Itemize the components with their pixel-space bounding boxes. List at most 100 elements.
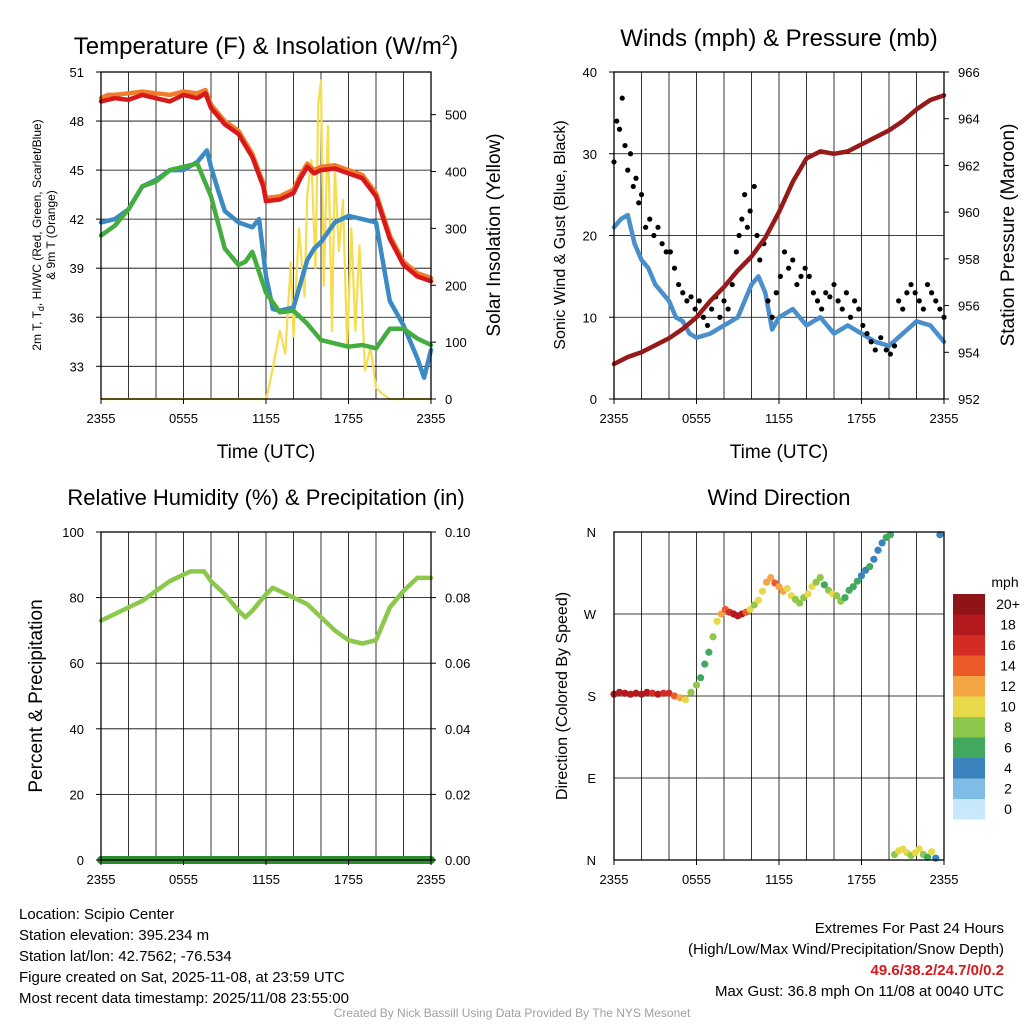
colorbar-swatch [953, 758, 985, 779]
gust-point [786, 265, 792, 271]
x-tick-label: 2355 [930, 411, 959, 426]
gust-point [883, 347, 889, 353]
direction-point [701, 660, 709, 668]
x-tick-label: 1155 [765, 872, 793, 887]
gust-point [736, 232, 742, 239]
gust-point [929, 290, 935, 296]
direction-y-left-ticks: N E S W N [584, 525, 597, 868]
colorbar-swatch [953, 696, 985, 717]
gust-point [667, 249, 673, 255]
y-right-tick-label: 960 [958, 205, 980, 220]
direction-point [705, 648, 713, 656]
credit-text: Created By Nick Bassill Using Data Provi… [333, 1006, 691, 1020]
gust-point [814, 298, 821, 304]
direction-point [928, 848, 936, 856]
wind-chill-line [98, 161, 434, 351]
sonic-wind-line [611, 212, 947, 349]
gust-point [688, 294, 694, 300]
gust-point [810, 290, 816, 296]
winds-y-right-ticks: 952 954 956 958 960 962 964 966 [944, 65, 980, 407]
y-right-tick-label: 964 [958, 112, 980, 127]
2m-temperature-line [98, 91, 434, 284]
temperature-y-left-label: 2m T, Td, HI/WC (Red, Green, Scarlet/Blu… [30, 119, 46, 350]
y-tick-label: 30 [583, 147, 597, 162]
direction-point [853, 577, 861, 585]
direction-point [654, 690, 662, 698]
gust-point [680, 290, 686, 296]
direction-point [697, 674, 705, 682]
y-right-tick-label: 0.10 [445, 525, 470, 540]
y-tick-label: 40 [70, 722, 84, 737]
winds-x-ticks: 2355 0555 1155 1755 2355 [600, 399, 959, 426]
direction-point [866, 563, 874, 571]
x-tick-label: 1755 [334, 411, 363, 426]
gust-point [933, 298, 939, 304]
gust-point [912, 290, 918, 296]
winds-x-label: Time (UTC) [730, 442, 829, 463]
direction-y-left-label: Direction (Colored By Speed) [554, 592, 571, 800]
gust-point [671, 265, 678, 271]
gust-point [614, 118, 620, 124]
x-tick-label: 0555 [682, 411, 711, 426]
direction-point [808, 583, 816, 591]
direction-title: Wind Direction [707, 485, 850, 510]
humidity-panel: Relative Humidity (%) & Precipitation (i… [26, 485, 470, 887]
extremes-info: Extremes For Past 24 Hours (High/Low/Max… [688, 918, 1004, 1002]
colorbar-label: 12 [1000, 678, 1016, 694]
colorbar-label: 4 [1004, 760, 1012, 776]
gust-point [619, 95, 625, 101]
gust-point [757, 257, 763, 263]
colorbar-swatch [953, 799, 985, 820]
colorbar-swatch [953, 778, 985, 799]
direction-point [687, 688, 695, 696]
gust-point [729, 281, 735, 288]
winds-grid [614, 72, 944, 399]
gust-point [868, 339, 874, 345]
colorbar-label: 2 [1004, 781, 1012, 797]
direction-point [833, 592, 841, 600]
colorbar-label: 10 [1000, 699, 1016, 715]
direction-point [816, 573, 824, 582]
colorbar-label: 0 [1004, 801, 1012, 817]
gust-point [887, 351, 893, 357]
direction-point [804, 590, 812, 598]
y-right-tick-label: 0.02 [445, 787, 470, 802]
gust-point [633, 175, 639, 181]
direction-point [670, 692, 679, 700]
gust-point [781, 249, 788, 255]
gust-point [733, 249, 739, 255]
colorbar-label: 14 [1000, 658, 1016, 674]
temperature-y-left-ticks: 33 36 39 42 45 48 51 [70, 65, 101, 374]
gust-point [754, 232, 760, 239]
colorbar-label: 6 [1004, 740, 1012, 756]
gust-point [847, 314, 854, 320]
direction-point [874, 546, 882, 554]
direction-point [665, 689, 673, 697]
humidity-grid [101, 532, 431, 860]
y-tick-label: 40 [583, 65, 597, 80]
colorbar-swatch [953, 655, 985, 676]
y-tick-label: 33 [70, 359, 84, 374]
created-text: Figure created on Sat, 2025-11-08, at 23… [19, 969, 345, 986]
direction-point [632, 689, 640, 697]
max-gust-text: Max Gust: 36.8 mph On 11/08 at 0040 UTC [714, 983, 1004, 1000]
winds-panel: Winds (mph) & Pressure (mb) 2355 0555 1155… [552, 25, 1019, 463]
direction-point [746, 605, 754, 614]
colorbar-label: 20+ [996, 596, 1020, 612]
gust-point [916, 298, 922, 304]
y-right-tick-label: 0.06 [445, 656, 470, 671]
gust-point [843, 290, 849, 296]
direction-point [692, 681, 701, 689]
gust-point [878, 335, 884, 341]
y-tick-label: E [587, 771, 596, 786]
colorbar-swatch [953, 717, 985, 738]
x-tick-label: 0555 [682, 872, 711, 887]
gust-point [823, 290, 829, 296]
x-tick-label: 1155 [252, 872, 280, 887]
gust-point [827, 294, 833, 300]
gust-point [790, 257, 796, 263]
y-right-tick-label: 300 [445, 221, 467, 236]
gust-point [937, 306, 943, 312]
gust-point [704, 322, 711, 329]
humidity-y-right-ticks: 0.00 0.02 0.04 0.06 0.08 0.10 [431, 525, 470, 868]
